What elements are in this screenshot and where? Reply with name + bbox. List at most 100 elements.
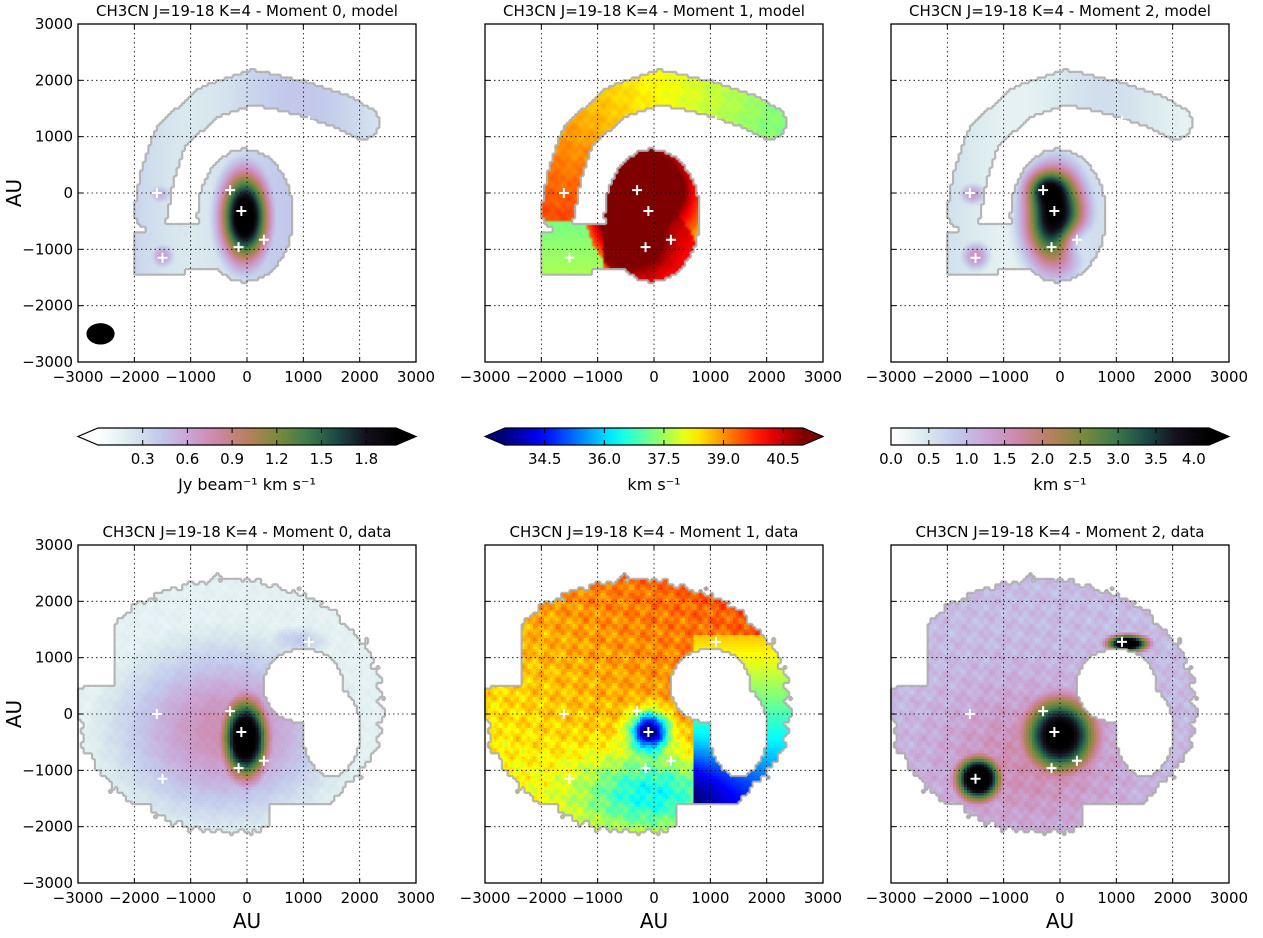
colorbar-extend-min [485,428,505,445]
y-tick-label: −3000 [22,353,73,371]
panel-0-data: −3000 −2000 −1000 0 1000 2000 3000 −3000 −2000 −1… [2,523,435,933]
source-marker [233,242,244,253]
source-marker [964,709,975,719]
x-tick-label: 2000 [748,368,786,386]
x-tick-label: −3000 [866,368,917,386]
source-marker [303,636,314,647]
colorbar-tick-label: 0.6 [175,450,199,468]
x-tick-label: 1000 [691,889,729,907]
x-tick-label: −1000 [978,368,1029,386]
source-marker [157,252,168,263]
x-tick-label: −3000 [53,368,104,386]
source-marker [233,763,244,774]
colorbar-tick-label: 36.0 [588,450,621,468]
panel-title: CH3CN J=19-18 K=4 - Moment 0, model [96,2,398,20]
source-marker [970,773,981,784]
x-tick-label: 2000 [748,889,786,907]
panel-title: CH3CN J=19-18 K=4 - Moment 2, data [916,523,1205,541]
y-tick-label: −1000 [22,240,73,258]
source-marker [1049,206,1060,217]
source-marker [632,706,643,717]
x-tick-label: −1000 [165,889,216,907]
y-tick-label: −1000 [22,761,73,779]
source-marker [558,188,569,198]
emission-outline [76,572,387,837]
x-tick-label: 3000 [804,889,842,907]
emission-outline [889,572,1200,837]
colorbar-label: km s⁻¹ [627,475,680,494]
x-tick-label: 2000 [1154,368,1192,386]
colorbar-extend-max [396,428,416,445]
colorbar-outline [483,427,825,446]
source-marker [710,636,721,647]
source-marker [564,252,575,263]
x-tick-label: 0 [1055,368,1065,386]
source-marker [665,234,676,245]
source-marker [564,773,575,784]
y-tick-label: 2000 [35,71,73,89]
source-marker [558,709,569,719]
panel-title: CH3CN J=19-18 K=4 - Moment 2, model [909,2,1211,20]
source-marker [225,706,236,717]
x-tick-label: 3000 [397,889,435,907]
heatmap-image [891,24,1229,362]
x-tick-label: 3000 [1210,368,1248,386]
source-marker [640,242,651,253]
colorbar-tick-label: 4.0 [1182,450,1206,468]
y-tick-label: 0 [63,184,73,202]
source-marker [258,755,269,766]
colorbar-outline [76,427,418,446]
x-tick-label: −2000 [922,368,973,386]
source-marker [1038,185,1049,196]
x-tick-label: 0 [649,368,659,386]
x-tick-label: 0 [242,368,252,386]
source-marker [640,763,651,774]
y-tick-label: 3000 [35,15,73,33]
y-tick-label: −2000 [22,818,73,836]
x-tick-label: −1000 [978,889,1029,907]
colorbar-1: 34.5 36.0 37.5 39.0 40.5 km s⁻¹ [483,427,825,494]
x-tick-label: 2000 [341,889,379,907]
colorbar-extend-min [78,428,98,445]
x-tick-label: 3000 [397,368,435,386]
colorbar-tick-label: 34.5 [528,450,561,468]
colorbar-tick-label: 0.5 [917,450,941,468]
colorbar-label: Jy beam⁻¹ km s⁻¹ [177,475,316,494]
colorbar-tick-label: 3.5 [1144,450,1168,468]
source-marker [1071,755,1082,766]
y-tick-label: 2000 [35,592,73,610]
x-tick-label: −2000 [516,889,567,907]
x-tick-label: 2000 [1154,889,1192,907]
colorbar-tick-label: 0.3 [131,450,155,468]
colorbar-2: 0.0 0.5 1.0 1.5 2.0 2.5 3.0 3.5 4.0 km s⁻¹ [879,427,1231,494]
heatmap-image [78,24,416,362]
y-tick-label: 1000 [35,649,73,667]
x-tick-label: −2000 [109,368,160,386]
source-marker [258,234,269,245]
x-axis-label: AU [233,909,261,933]
x-tick-label: 3000 [1210,889,1248,907]
x-tick-label: 0 [1055,889,1065,907]
source-marker [1116,115,1127,126]
panel-title: CH3CN J=19-18 K=4 - Moment 1, data [510,523,799,541]
x-tick-label: 1000 [691,368,729,386]
y-tick-label: 1000 [35,128,73,146]
y-tick-label: 3000 [35,536,73,554]
source-marker [236,206,247,217]
x-tick-label: −3000 [866,889,917,907]
source-marker [1049,727,1060,738]
source-marker [236,727,247,738]
x-tick-label: −1000 [165,368,216,386]
colorbar-tick-label: 1.0 [955,450,979,468]
source-marker [964,188,975,198]
x-tick-label: −1000 [572,889,623,907]
source-marker [151,709,162,719]
colorbar-tick-label: 1.5 [310,450,334,468]
x-tick-label: 1000 [1097,368,1135,386]
source-marker [970,252,981,263]
panel-1-model: −3000 −2000 −1000 0 1000 2000 3000 CH3CN J=19-1… [460,2,842,386]
colorbar-extend-max [803,428,823,445]
x-tick-label: 0 [649,889,659,907]
colorbar-0: 0.3 0.6 0.9 1.2 1.5 1.8 Jy beam⁻¹ km s⁻¹ [76,427,418,494]
